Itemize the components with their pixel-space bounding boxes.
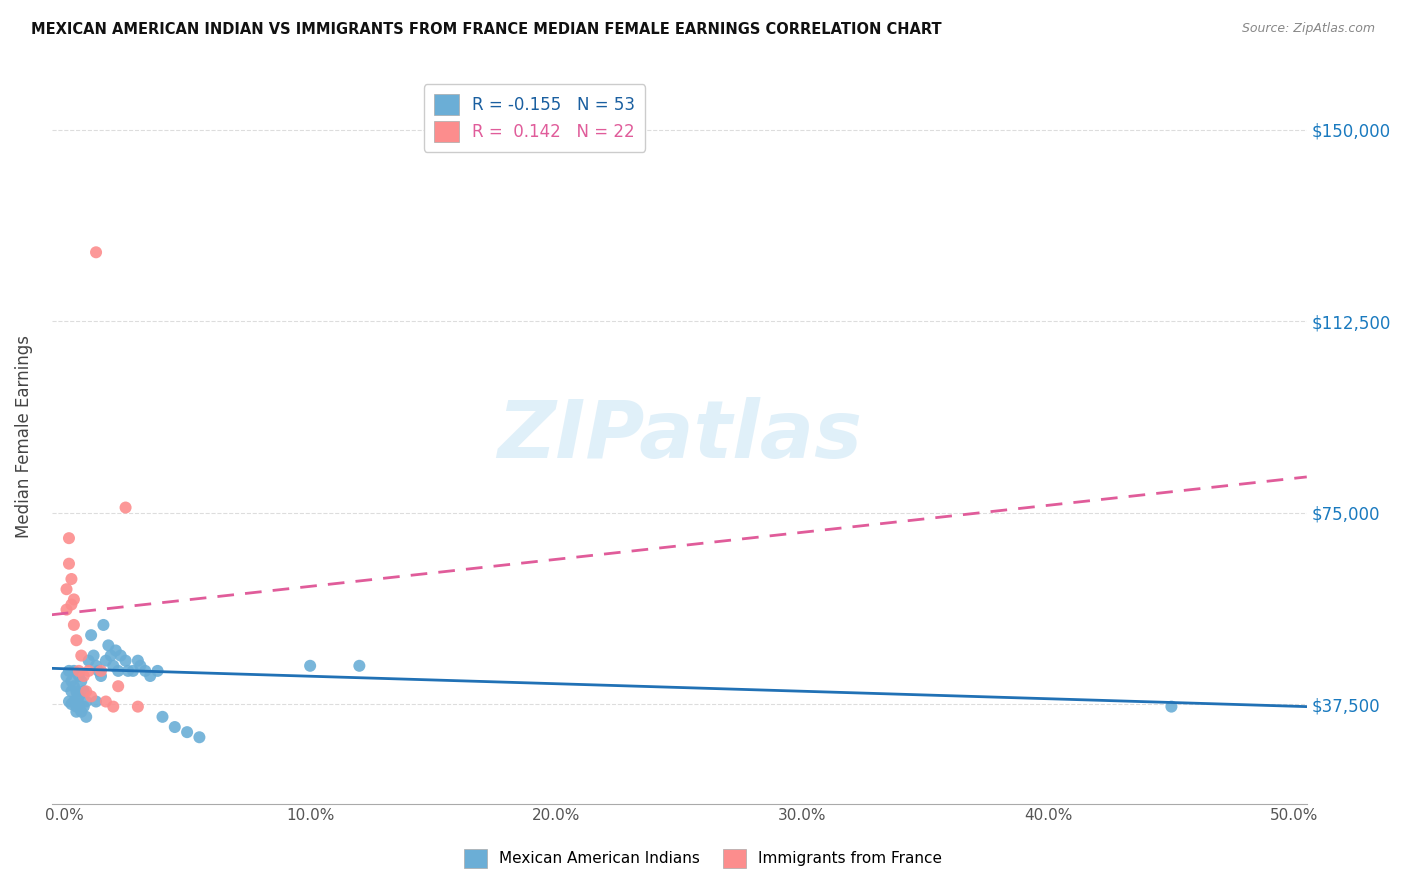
Point xyxy=(114,500,136,515)
Legend: R = -0.155   N = 53, R =  0.142   N = 22: R = -0.155 N = 53, R = 0.142 N = 22 xyxy=(425,84,645,152)
Point xyxy=(97,639,120,653)
Point xyxy=(55,669,77,683)
Point xyxy=(55,582,77,597)
Point xyxy=(65,633,87,648)
Point xyxy=(65,692,87,706)
Point xyxy=(84,694,107,708)
Point xyxy=(73,684,96,698)
Text: MEXICAN AMERICAN INDIAN VS IMMIGRANTS FROM FRANCE MEDIAN FEMALE EARNINGS CORRELA: MEXICAN AMERICAN INDIAN VS IMMIGRANTS FR… xyxy=(31,22,942,37)
Point xyxy=(163,720,186,734)
Point xyxy=(55,679,77,693)
Point xyxy=(80,690,103,704)
Point xyxy=(75,694,97,708)
Point xyxy=(127,654,149,668)
Point xyxy=(65,684,87,698)
Point xyxy=(73,699,96,714)
Point xyxy=(107,664,129,678)
Point xyxy=(63,592,86,607)
Point xyxy=(60,598,83,612)
Point xyxy=(65,705,87,719)
Point xyxy=(60,684,83,698)
Point xyxy=(60,697,83,711)
Point xyxy=(70,674,93,689)
Point xyxy=(67,697,90,711)
Point xyxy=(90,664,112,678)
Point xyxy=(77,654,100,668)
Point xyxy=(60,674,83,689)
Point xyxy=(299,658,322,673)
Point xyxy=(87,664,110,678)
Point xyxy=(83,648,105,663)
Point xyxy=(55,602,77,616)
Point xyxy=(63,679,86,693)
Point xyxy=(80,628,103,642)
Point xyxy=(349,658,371,673)
Point xyxy=(129,658,152,673)
Point xyxy=(188,731,211,745)
Point xyxy=(75,684,97,698)
Point xyxy=(70,648,93,663)
Point xyxy=(104,643,127,657)
Point xyxy=(94,654,117,668)
Point xyxy=(134,664,156,678)
Point xyxy=(63,618,86,632)
Point xyxy=(176,725,198,739)
Point xyxy=(70,705,93,719)
Point xyxy=(94,694,117,708)
Point xyxy=(58,664,80,678)
Point xyxy=(103,658,125,673)
Text: Source: ZipAtlas.com: Source: ZipAtlas.com xyxy=(1241,22,1375,36)
Point xyxy=(67,664,90,678)
Point xyxy=(139,669,162,683)
Point xyxy=(127,699,149,714)
Point xyxy=(93,618,115,632)
Point xyxy=(84,245,107,260)
Point xyxy=(103,699,125,714)
Point xyxy=(63,664,86,678)
Text: ZIPatlas: ZIPatlas xyxy=(496,397,862,475)
Point xyxy=(60,572,83,586)
Point xyxy=(75,710,97,724)
Point xyxy=(58,531,80,545)
Point xyxy=(73,669,96,683)
Point xyxy=(84,658,107,673)
Point xyxy=(90,669,112,683)
Point xyxy=(114,654,136,668)
Point xyxy=(122,664,145,678)
Point xyxy=(146,664,169,678)
Point xyxy=(100,648,122,663)
Point xyxy=(67,690,90,704)
Point xyxy=(65,699,87,714)
Point xyxy=(58,694,80,708)
Point xyxy=(58,557,80,571)
Point xyxy=(107,679,129,693)
Legend: Mexican American Indians, Immigrants from France: Mexican American Indians, Immigrants fro… xyxy=(458,843,948,873)
Point xyxy=(117,664,139,678)
Point xyxy=(1160,699,1182,714)
Point xyxy=(63,694,86,708)
Point xyxy=(152,710,174,724)
Y-axis label: Median Female Earnings: Median Female Earnings xyxy=(15,334,32,538)
Point xyxy=(110,648,132,663)
Point xyxy=(67,669,90,683)
Point xyxy=(77,664,100,678)
